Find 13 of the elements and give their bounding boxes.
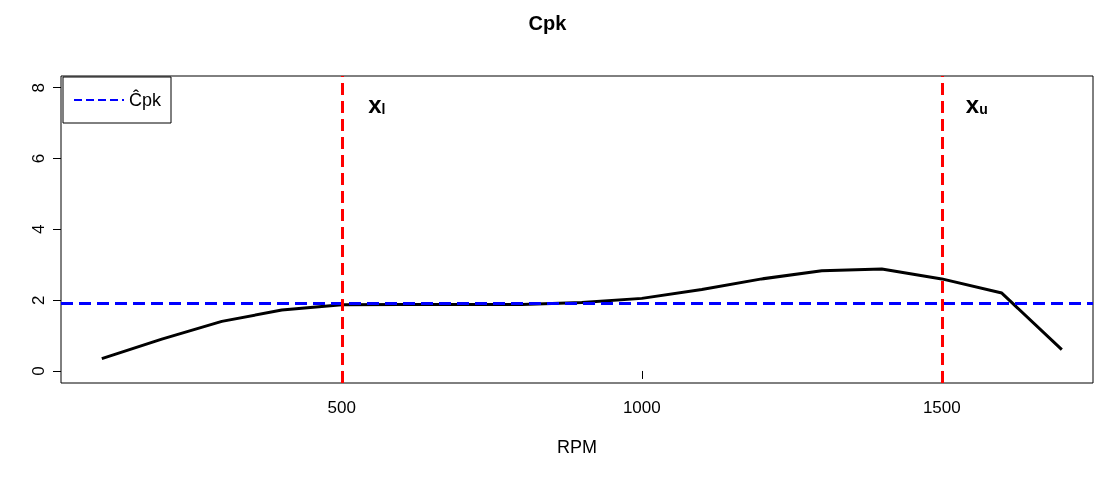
y-tick-label: 4 xyxy=(29,224,48,235)
ref-line-label: xu xyxy=(965,90,988,118)
y-tick-label: 2 xyxy=(29,295,48,305)
x-axis-title: RPM xyxy=(557,437,597,457)
y-tick-label: 0 xyxy=(29,366,48,376)
x-tick-label: 500 xyxy=(327,398,356,417)
y-tick-label: 6 xyxy=(29,153,48,164)
y-tick-label: 8 xyxy=(29,82,48,93)
chart-title: Cpk xyxy=(528,12,568,34)
ref-line-label: xl xyxy=(368,90,386,118)
legend-label: Ĉpk xyxy=(129,89,163,110)
x-tick-label: 1500 xyxy=(922,398,961,417)
x-tick-label: 1000 xyxy=(622,398,661,417)
